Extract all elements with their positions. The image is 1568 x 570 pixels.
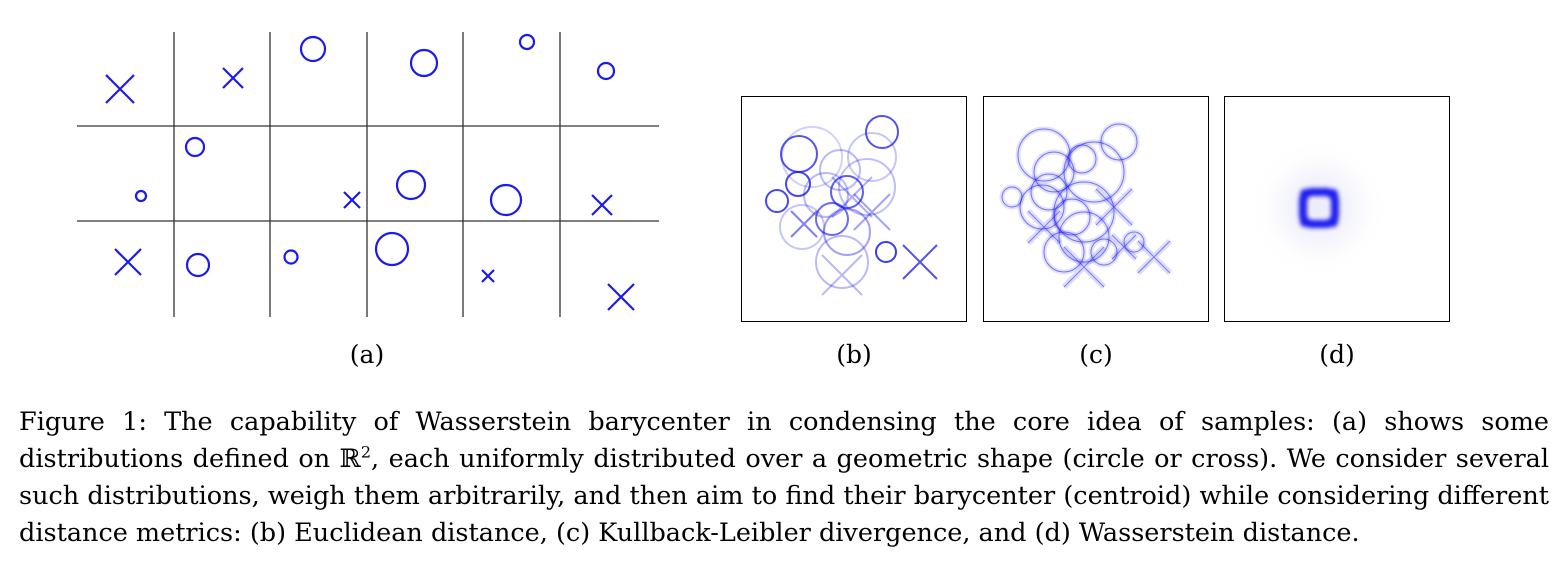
sample-cross: [343, 191, 361, 209]
sample-circle: [299, 35, 327, 63]
overlay-circle: [779, 204, 825, 250]
sample-circle: [596, 61, 616, 81]
overlay-circle-edge: [1090, 238, 1118, 266]
overlay-circle: [875, 241, 897, 263]
overlay-circle: [819, 149, 861, 191]
barycenter-halo: [1281, 170, 1357, 246]
overlay-circle-edge: [1030, 173, 1068, 211]
overlay-circle-edge: [1053, 181, 1115, 243]
overlay-cross-edge: [1095, 188, 1133, 226]
overlay-circle: [830, 175, 864, 209]
overlay-cross-edge: [1063, 246, 1105, 288]
overlay-cross-edge: [1027, 210, 1061, 244]
overlay-circle-edge: [1058, 211, 1110, 263]
overlay-circle: [765, 189, 789, 213]
panel-d-label: (d): [1319, 340, 1355, 369]
euclidean-barycenter-image: [765, 115, 938, 296]
sample-cross: [591, 194, 613, 216]
panel-d-wasserstein: [1224, 96, 1450, 322]
sample-cross: [481, 269, 495, 283]
overlay-circle: [838, 158, 896, 216]
sample-circle: [283, 249, 299, 265]
overlay-circle: [847, 132, 897, 182]
overlay-circle-edge: [1043, 231, 1085, 273]
overlay-cross: [902, 244, 938, 280]
sample-circle: [134, 189, 148, 203]
barycenter-shape: [1299, 188, 1339, 228]
sample-circle: [409, 48, 439, 78]
figure-caption: Figure 1: The capability of Wasserstein …: [19, 404, 1549, 552]
overlay-cross: [790, 210, 818, 238]
overlay-circle: [815, 235, 869, 289]
overlay-circle: [785, 171, 811, 197]
grid-lines: [77, 32, 659, 317]
caption-exponent: 2: [360, 442, 372, 462]
overlay-circle: [865, 115, 899, 149]
sample-circle: [518, 33, 536, 51]
caption-prefix: Figure 1: The capability of Wasserstein …: [19, 407, 1549, 474]
sample-circle: [395, 169, 427, 201]
sample-circle: [185, 252, 211, 278]
overlay-cross: [821, 254, 863, 296]
overlay-circle-edge: [1067, 144, 1097, 174]
overlay-circle: [815, 202, 849, 236]
kl-barycenter-image: [999, 121, 1173, 290]
sample-circle: [374, 231, 410, 267]
panel-b-label: (b): [836, 340, 872, 369]
overlay-circle-edge: [1001, 186, 1023, 208]
panel-a-label: (a): [349, 340, 385, 369]
overlay-circle-edge: [1033, 151, 1075, 193]
overlay-circle: [823, 208, 871, 256]
overlay-cross-edge: [1111, 234, 1137, 260]
overlay-circle: [781, 126, 843, 188]
sample-cross: [114, 248, 142, 276]
sample-cross: [222, 67, 244, 89]
sample-shapes-grid: [77, 32, 659, 317]
caption-suffix: , each uniformly distributed over a geom…: [19, 444, 1549, 548]
overlay-cross: [831, 176, 873, 218]
panel-b-euclidean: [741, 96, 967, 322]
overlay-circle-edge: [1123, 231, 1145, 253]
sample-circle: [184, 136, 206, 158]
caption-space: ℝ: [339, 444, 361, 474]
overlay-circle-edge: [1063, 141, 1125, 203]
panel-a-grid: [70, 25, 670, 325]
panel-c-label: (c): [1079, 340, 1113, 369]
overlay-cross: [853, 193, 891, 231]
sample-circle: [489, 183, 523, 217]
overlay-circle-edge: [1100, 123, 1138, 161]
wasserstein-barycenter-image: [1281, 170, 1357, 246]
panel-c-kl: [983, 96, 1209, 322]
overlay-cross-edge: [1137, 240, 1171, 274]
overlay-circle-edge: [1017, 128, 1071, 182]
sample-cross: [607, 283, 635, 311]
sample-cross: [105, 74, 135, 104]
